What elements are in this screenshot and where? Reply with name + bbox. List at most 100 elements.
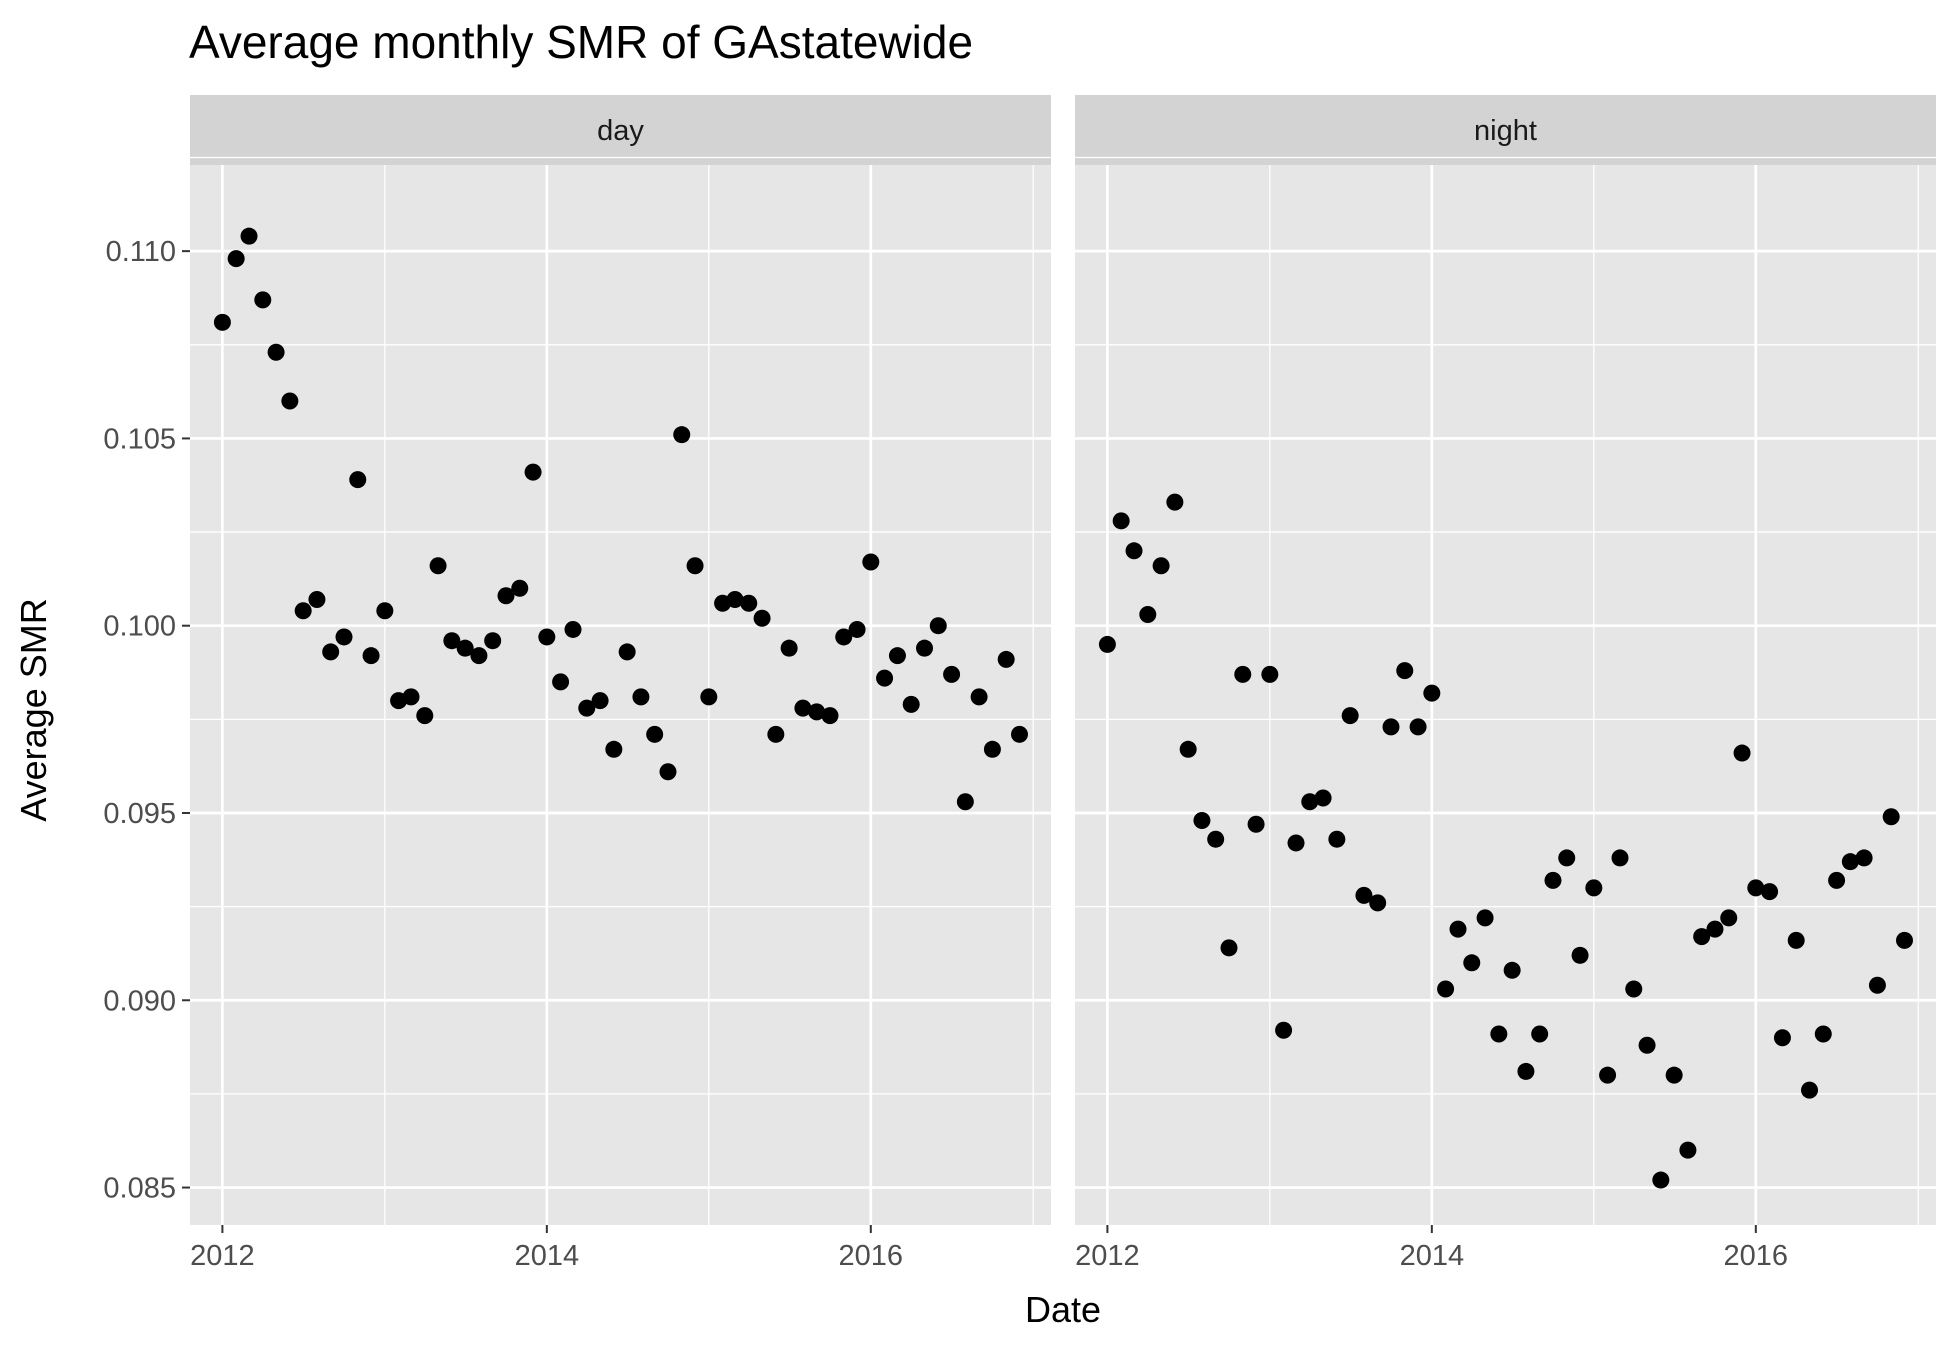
data-point: [943, 665, 961, 683]
data-point: [416, 707, 434, 725]
data-point: [254, 291, 272, 309]
facet-strip-night: [1075, 95, 1936, 165]
data-point: [618, 643, 636, 661]
data-point: [808, 703, 826, 721]
data-point: [1476, 909, 1494, 927]
data-point: [1503, 961, 1521, 979]
data-point: [511, 579, 529, 597]
panel-background-day: [190, 165, 1051, 1225]
data-point: [1638, 1036, 1656, 1054]
data-point: [1287, 834, 1305, 852]
data-point: [997, 650, 1015, 668]
data-point: [821, 707, 839, 725]
data-point: [1314, 789, 1332, 807]
data-point: [1275, 1021, 1293, 1039]
data-point: [1382, 718, 1400, 736]
data-point: [294, 602, 312, 620]
y-axis-title: Average SMR: [13, 598, 54, 821]
data-point: [1679, 1141, 1697, 1159]
data-point: [1423, 684, 1441, 702]
data-point: [1733, 744, 1751, 762]
data-point: [1112, 512, 1130, 530]
data-point: [740, 594, 758, 612]
data-point: [1855, 849, 1873, 867]
data-point: [956, 793, 974, 811]
data-point: [1611, 849, 1629, 867]
y-tick-label: 0.100: [103, 611, 176, 643]
data-point: [1665, 1066, 1683, 1084]
data-point: [848, 620, 866, 638]
data-point: [1747, 879, 1765, 897]
y-tick-label: 0.105: [103, 423, 176, 455]
data-point: [1139, 605, 1157, 623]
data-point: [429, 557, 447, 575]
data-point: [1571, 946, 1589, 964]
data-point: [1369, 894, 1387, 912]
data-point: [1152, 557, 1170, 575]
data-point: [726, 590, 744, 608]
data-point: [1355, 886, 1373, 904]
data-point: [1787, 931, 1805, 949]
data-point: [322, 643, 340, 661]
data-point: [1463, 954, 1481, 972]
data-point: [929, 617, 947, 635]
y-tick-label: 0.085: [103, 1173, 176, 1205]
data-point: [1531, 1025, 1549, 1043]
data-point: [902, 695, 920, 713]
facet-panels: day 2012 2014 2016 0.085 0.090 0.095 0.100 0.105…: [103, 95, 1936, 1272]
data-point: [862, 553, 880, 571]
data-point: [1720, 909, 1738, 927]
data-point: [564, 620, 582, 638]
data-point: [591, 692, 609, 710]
data-point: [213, 313, 231, 331]
data-point: [470, 647, 488, 665]
data-point: [888, 647, 906, 665]
data-point: [673, 426, 691, 444]
data-point: [1544, 871, 1562, 889]
data-point: [1490, 1025, 1508, 1043]
data-point: [1220, 939, 1238, 957]
data-point: [1341, 707, 1359, 725]
data-point: [1801, 1081, 1819, 1099]
data-point: [497, 587, 515, 605]
data-point: [552, 673, 570, 691]
data-point: [632, 688, 650, 706]
x-tick-label: 2012: [190, 1240, 255, 1272]
x-tick-label: 2016: [839, 1240, 904, 1272]
data-point: [1098, 635, 1116, 653]
data-point: [1437, 980, 1455, 998]
data-point: [794, 699, 812, 717]
data-point: [1599, 1066, 1617, 1084]
data-point: [376, 602, 394, 620]
data-point: [1409, 718, 1427, 736]
data-point: [443, 632, 461, 650]
data-point: [1247, 815, 1265, 833]
data-point: [767, 725, 785, 743]
data-point: [686, 557, 704, 575]
data-point: [240, 227, 258, 245]
data-point: [1706, 920, 1724, 938]
facet-label-day: day: [597, 115, 644, 147]
data-point: [349, 471, 367, 489]
data-point: [1010, 725, 1028, 743]
data-point: [1234, 665, 1252, 683]
data-point: [916, 639, 934, 657]
data-point: [267, 343, 285, 361]
data-point: [1773, 1029, 1791, 1047]
data-point: [700, 688, 718, 706]
data-point: [308, 590, 326, 608]
data-point: [1396, 662, 1414, 680]
data-point: [605, 740, 623, 758]
data-point: [362, 647, 380, 665]
data-point: [1625, 980, 1643, 998]
panel-background-night: [1075, 165, 1936, 1225]
y-tick-label: 0.095: [103, 798, 176, 830]
data-point: [524, 463, 542, 481]
data-point: [227, 250, 245, 268]
data-point: [983, 740, 1001, 758]
data-point: [835, 628, 853, 646]
y-tick-label: 0.110: [106, 236, 176, 268]
data-point: [1517, 1062, 1535, 1080]
data-point: [970, 688, 988, 706]
